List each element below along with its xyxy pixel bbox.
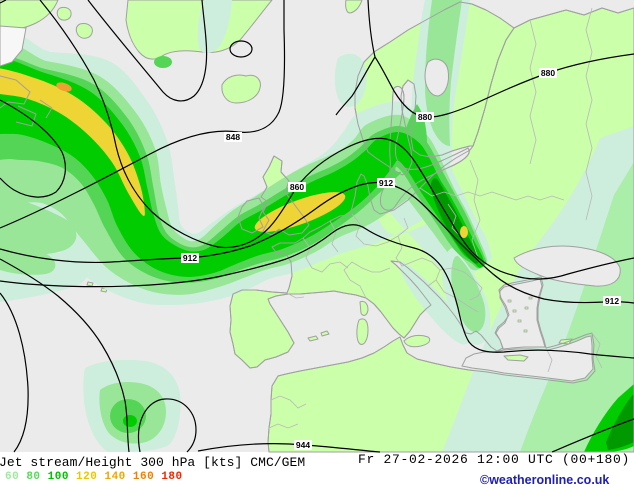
svg-text:944: 944 bbox=[296, 440, 310, 450]
svg-text:880: 880 bbox=[418, 112, 432, 122]
svg-text:912: 912 bbox=[379, 178, 393, 188]
svg-text:880: 880 bbox=[541, 68, 555, 78]
svg-text:912: 912 bbox=[183, 253, 197, 263]
svg-text:860: 860 bbox=[290, 182, 304, 192]
svg-text:848: 848 bbox=[226, 132, 240, 142]
svg-text:912: 912 bbox=[605, 296, 619, 306]
